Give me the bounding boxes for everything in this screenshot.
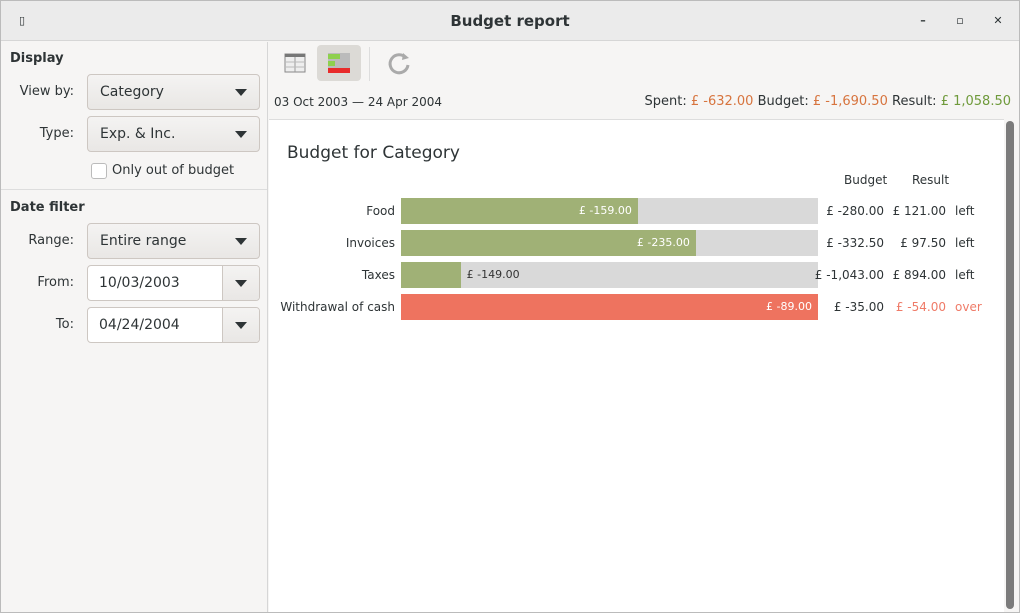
table-view-icon [284, 53, 306, 73]
report-panel: Budget for Category Budget Result Food £… [269, 119, 1004, 612]
title-bar: ▯ Budget report – ▫ ✕ [1, 1, 1019, 41]
to-date-field[interactable]: 04/24/2004 [87, 307, 260, 343]
view-by-combo[interactable]: Category [87, 74, 260, 110]
date-filter-heading: Date filter [10, 200, 85, 215]
type-label: Type: [39, 126, 74, 141]
vertical-scrollbar[interactable] [1006, 121, 1014, 609]
budget-bar-track: £ -149.00 [401, 262, 818, 288]
display-heading: Display [10, 51, 64, 66]
chevron-down-icon [235, 89, 247, 96]
chevron-down-icon [235, 280, 247, 287]
category-label: Food [366, 204, 395, 218]
type-combo[interactable]: Exp. & Inc. [87, 116, 260, 152]
only-out-of-budget-checkbox[interactable] [91, 163, 107, 179]
from-date-field[interactable]: 10/03/2003 [87, 265, 260, 301]
table-view-button[interactable] [273, 45, 317, 81]
spent-bar [401, 262, 461, 288]
bar-view-button[interactable] [317, 45, 361, 81]
spent-label: Spent: [644, 94, 687, 109]
date-range-text: 03 Oct 2003 — 24 Apr 2004 [274, 95, 443, 109]
result-column-header: Result [912, 173, 950, 187]
budget-value: £ -1,690.50 [812, 94, 888, 109]
spent-bar [401, 294, 818, 320]
budget-value: £ -332.50 [826, 236, 884, 250]
toolbar-separator [369, 47, 370, 81]
minimize-button[interactable]: – [920, 14, 926, 27]
budget-bar-track: £ -89.00 [401, 294, 818, 320]
window-menu-icon[interactable]: ▯ [18, 14, 26, 27]
refresh-button[interactable] [378, 45, 422, 81]
chevron-down-icon [235, 131, 247, 138]
result-label: Result: [892, 94, 937, 109]
status-label: over [955, 300, 982, 314]
range-combo[interactable]: Entire range [87, 223, 260, 259]
spent-value-label: £ -159.00 [578, 204, 632, 217]
spent-bar [401, 198, 638, 224]
category-label: Withdrawal of cash [280, 300, 395, 314]
to-label: To: [55, 317, 74, 332]
budget-row: Taxes £ -149.00 £ -1,043.00 £ 894.00 lef… [269, 262, 1004, 288]
range-value: Entire range [100, 233, 187, 249]
budget-row: Withdrawal of cash £ -89.00 £ -35.00 £ -… [269, 294, 1004, 320]
result-value: £ -54.00 [895, 300, 946, 314]
budget-value: £ -35.00 [833, 300, 884, 314]
spent-value: £ -632.00 [690, 94, 754, 109]
category-label: Invoices [345, 236, 395, 250]
budget-row: Food £ -159.00 £ -280.00 £ 121.00 left [269, 198, 1004, 224]
category-label: Taxes [361, 268, 395, 282]
status-label: left [955, 204, 975, 218]
spent-value-label: £ -89.00 [766, 300, 812, 313]
bar-view-icon [328, 53, 350, 73]
budget-value: £ -280.00 [826, 204, 884, 218]
status-label: left [955, 268, 975, 282]
result-value: £ 894.00 [892, 268, 946, 282]
summary-totals: Spent: £ -632.00 Budget: £ -1,690.50 Res… [644, 94, 1011, 109]
sidebar: Display View by: Category Type: Exp. & I… [1, 42, 268, 612]
view-by-value: Category [100, 84, 164, 100]
view-by-label: View by: [19, 84, 74, 99]
spent-bar [401, 230, 696, 256]
from-date-dropdown[interactable] [222, 266, 259, 300]
budget-bar-track: £ -235.00 [401, 230, 818, 256]
result-value: £ 121.00 [892, 204, 946, 218]
result-value: £ 1,058.50 [940, 94, 1011, 109]
budget-bar-track: £ -159.00 [401, 198, 818, 224]
maximize-button[interactable]: ▫ [956, 14, 964, 27]
chevron-down-icon [235, 238, 247, 245]
to-date-dropdown[interactable] [222, 308, 259, 342]
from-date-value[interactable]: 10/03/2003 [99, 275, 180, 291]
window-title: Budget report [450, 12, 570, 30]
budget-row: Invoices £ -235.00 £ -332.50 £ 97.50 lef… [269, 230, 1004, 256]
report-title: Budget for Category [287, 143, 460, 163]
result-value: £ 97.50 [900, 236, 946, 250]
from-label: From: [37, 275, 74, 290]
budget-label: Budget: [757, 94, 809, 109]
type-value: Exp. & Inc. [100, 126, 176, 142]
close-button[interactable]: ✕ [993, 14, 1003, 27]
budget-column-header: Budget [844, 173, 888, 187]
refresh-icon [388, 53, 410, 75]
spent-value-label: £ -235.00 [636, 236, 690, 249]
only-out-of-budget-label[interactable]: Only out of budget [112, 163, 235, 178]
budget-value: £ -1,043.00 [814, 268, 884, 282]
chevron-down-icon [235, 322, 247, 329]
to-date-value[interactable]: 04/24/2004 [99, 317, 180, 333]
divider [1, 189, 267, 190]
status-label: left [955, 236, 975, 250]
range-label: Range: [28, 233, 74, 248]
spent-value-label: £ -149.00 [466, 268, 520, 281]
